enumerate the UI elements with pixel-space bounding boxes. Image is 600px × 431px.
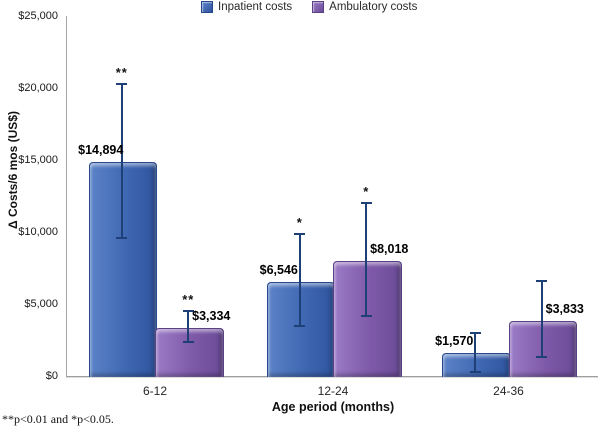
y-tick-label: $15,000 xyxy=(18,154,58,166)
bar-ambulatory-12-24 xyxy=(333,260,402,377)
x-category-label: 6-12 xyxy=(142,384,168,398)
error-bar-cap xyxy=(469,332,481,335)
value-label-ambulatory-12-24: $8,018 xyxy=(370,241,409,256)
error-bar-inpatient-12-24 xyxy=(298,233,301,328)
error-bar-inpatient-6-12 xyxy=(120,82,123,240)
significance-marker-inpatient-12-24: * xyxy=(296,215,303,231)
value-label-ambulatory-6-12: $3,334 xyxy=(192,308,231,323)
chart-legend: Inpatient costs Ambulatory costs xyxy=(201,1,417,13)
legend-label-ambulatory: Ambulatory costs xyxy=(329,1,418,13)
bar-inpatient-24-36 xyxy=(442,353,511,377)
x-category-label: 12-24 xyxy=(317,384,349,398)
bar-inpatient-6-12 xyxy=(88,161,157,377)
bar-ambulatory-24-36 xyxy=(508,320,577,377)
error-bar-cap xyxy=(536,280,548,283)
significance-marker-ambulatory-6-12: ** xyxy=(182,291,195,307)
y-tick-label: $25,000 xyxy=(18,10,58,22)
error-bar-cap xyxy=(116,82,128,85)
x-axis-title: Age period (months) xyxy=(271,400,395,414)
error-bar-ambulatory-6-12 xyxy=(187,309,190,343)
significance-marker-ambulatory-12-24: * xyxy=(363,183,370,199)
legend-item-inpatient: Inpatient costs xyxy=(201,1,292,13)
value-label-inpatient-24-36: $1,570 xyxy=(435,334,474,349)
legend-swatch-inpatient-icon xyxy=(201,1,213,13)
error-bar-ambulatory-12-24 xyxy=(365,201,368,317)
value-label-inpatient-6-12: $14,894 xyxy=(78,142,124,157)
legend-label-inpatient: Inpatient costs xyxy=(218,1,293,13)
error-bar-cap xyxy=(182,340,194,343)
y-axis-line xyxy=(66,16,67,377)
error-bar-cap xyxy=(469,371,481,374)
error-bar-cap xyxy=(536,356,548,358)
error-bar-cap xyxy=(294,325,306,328)
y-tick-label: $0 xyxy=(45,370,58,382)
value-label-inpatient-12-24: $6,546 xyxy=(259,262,298,277)
significance-footnote: **p<0.01 and *p<0.05. xyxy=(2,412,114,426)
y-axis-title: Δ Costs/6 mos (US$) xyxy=(6,111,20,229)
x-category-label: 24-36 xyxy=(493,384,524,398)
significance-marker-inpatient-6-12: ** xyxy=(115,64,128,80)
error-bar-cap xyxy=(294,233,306,236)
y-tick-label: $20,000 xyxy=(18,82,58,94)
error-bar-cap xyxy=(116,237,128,240)
error-bar-inpatient-24-36 xyxy=(474,332,477,374)
y-tick-label: $5,000 xyxy=(24,298,58,310)
value-label-ambulatory-24-36: $3,833 xyxy=(545,301,584,316)
legend-item-ambulatory: Ambulatory costs xyxy=(312,1,417,13)
x-axis-line xyxy=(66,376,598,378)
error-bar-ambulatory-24-36 xyxy=(540,280,543,358)
bar-ambulatory-6-12 xyxy=(155,327,224,377)
error-bar-cap xyxy=(360,201,372,204)
y-tick-label: $10,000 xyxy=(18,226,58,238)
bar-inpatient-12-24 xyxy=(266,281,335,377)
legend-swatch-ambulatory-icon xyxy=(312,1,325,13)
error-bar-cap xyxy=(182,309,194,312)
error-bar-cap xyxy=(360,314,372,317)
